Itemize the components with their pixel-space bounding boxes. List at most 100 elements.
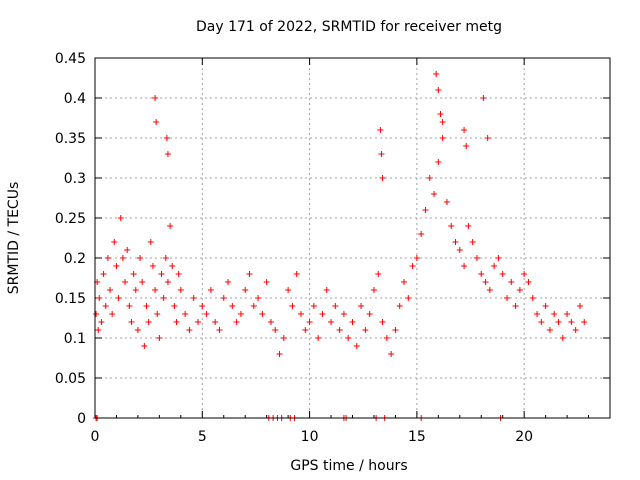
- data-point: [418, 231, 425, 237]
- data-point: [130, 271, 137, 277]
- data-point: [128, 319, 135, 325]
- data-point: [212, 319, 219, 325]
- data-point: [115, 295, 122, 301]
- plot-frame: [94, 57, 611, 419]
- data-point: [362, 327, 369, 333]
- data-point: [349, 319, 356, 325]
- data-point: [377, 127, 384, 133]
- data-point: [199, 303, 206, 309]
- data-point: [98, 319, 105, 325]
- data-point: [280, 335, 287, 341]
- data-point: [156, 335, 163, 341]
- data-point: [422, 207, 429, 213]
- data-point: [95, 327, 102, 333]
- data-point: [370, 287, 377, 293]
- y-tick-label: 0.15: [55, 291, 86, 307]
- data-point: [175, 271, 182, 277]
- data-point: [117, 215, 124, 221]
- data-point: [272, 327, 279, 333]
- data-point: [433, 71, 440, 77]
- y-tick-label: 0.1: [64, 331, 86, 347]
- data-point: [132, 287, 139, 293]
- data-point: [435, 159, 442, 165]
- data-point: [413, 255, 420, 261]
- data-point: [516, 287, 523, 293]
- data-point: [111, 239, 118, 245]
- data-point: [302, 327, 309, 333]
- data-point: [147, 239, 154, 245]
- data-point: [263, 279, 270, 285]
- data-point: [267, 319, 274, 325]
- data-point: [319, 311, 326, 317]
- data-point: [486, 287, 493, 293]
- data-point: [521, 271, 528, 277]
- data-point: [508, 279, 515, 285]
- data-point: [461, 263, 468, 269]
- data-point: [437, 111, 444, 117]
- data-point: [195, 319, 201, 325]
- data-point: [375, 271, 382, 277]
- data-point: [259, 311, 266, 317]
- data-point: [534, 311, 541, 317]
- data-point: [96, 295, 103, 301]
- data-point: [173, 319, 180, 325]
- data-point: [109, 311, 116, 317]
- x-tick-label: 15: [408, 429, 426, 445]
- data-point: [439, 135, 446, 141]
- data-point: [409, 263, 416, 269]
- data-point: [546, 327, 553, 333]
- data-point: [379, 319, 386, 325]
- data-point: [229, 303, 236, 309]
- data-point: [491, 263, 498, 269]
- data-point: [149, 263, 156, 269]
- data-point: [499, 271, 506, 277]
- data-point: [242, 287, 249, 293]
- data-point: [480, 95, 487, 101]
- data-point: [154, 311, 161, 317]
- data-point: [529, 295, 536, 301]
- data-point: [167, 223, 174, 229]
- y-tick-label: 0.35: [55, 131, 86, 147]
- data-point: [568, 319, 575, 325]
- data-point: [169, 263, 176, 269]
- data-point: [164, 279, 171, 285]
- data-point: [465, 223, 472, 229]
- y-tick-label: 0.2: [64, 251, 86, 267]
- data-point: [358, 303, 365, 309]
- data-point: [310, 303, 317, 309]
- data-point: [164, 151, 171, 157]
- data-point: [298, 311, 304, 317]
- data-point: [216, 327, 223, 333]
- data-point: [572, 327, 579, 333]
- data-point: [163, 135, 170, 141]
- data-point: [392, 327, 399, 333]
- data-point: [401, 279, 407, 285]
- data-point: [276, 351, 283, 357]
- data-point: [353, 343, 360, 349]
- data-point: [431, 191, 438, 197]
- data-point: [107, 287, 114, 293]
- data-point: [220, 295, 227, 301]
- data-point: [564, 311, 571, 317]
- data-point: [439, 119, 446, 125]
- data-point: [538, 319, 545, 325]
- data-point: [225, 279, 232, 285]
- data-point: [379, 175, 386, 181]
- data-point: [246, 271, 253, 277]
- data-point: [555, 319, 562, 325]
- data-point: [186, 327, 193, 333]
- data-point: [141, 343, 148, 349]
- data-point: [289, 303, 296, 309]
- data-point: [495, 255, 502, 261]
- data-point: [482, 279, 489, 285]
- data-point: [340, 311, 347, 317]
- y-axis-label: SRMTID / TECUs: [6, 182, 22, 295]
- data-points: [93, 71, 588, 421]
- y-tick-label: 0.05: [55, 371, 86, 387]
- data-point: [134, 327, 141, 333]
- data-point: [456, 247, 463, 253]
- data-point: [443, 199, 450, 205]
- data-point: [542, 303, 549, 309]
- data-point: [396, 303, 403, 309]
